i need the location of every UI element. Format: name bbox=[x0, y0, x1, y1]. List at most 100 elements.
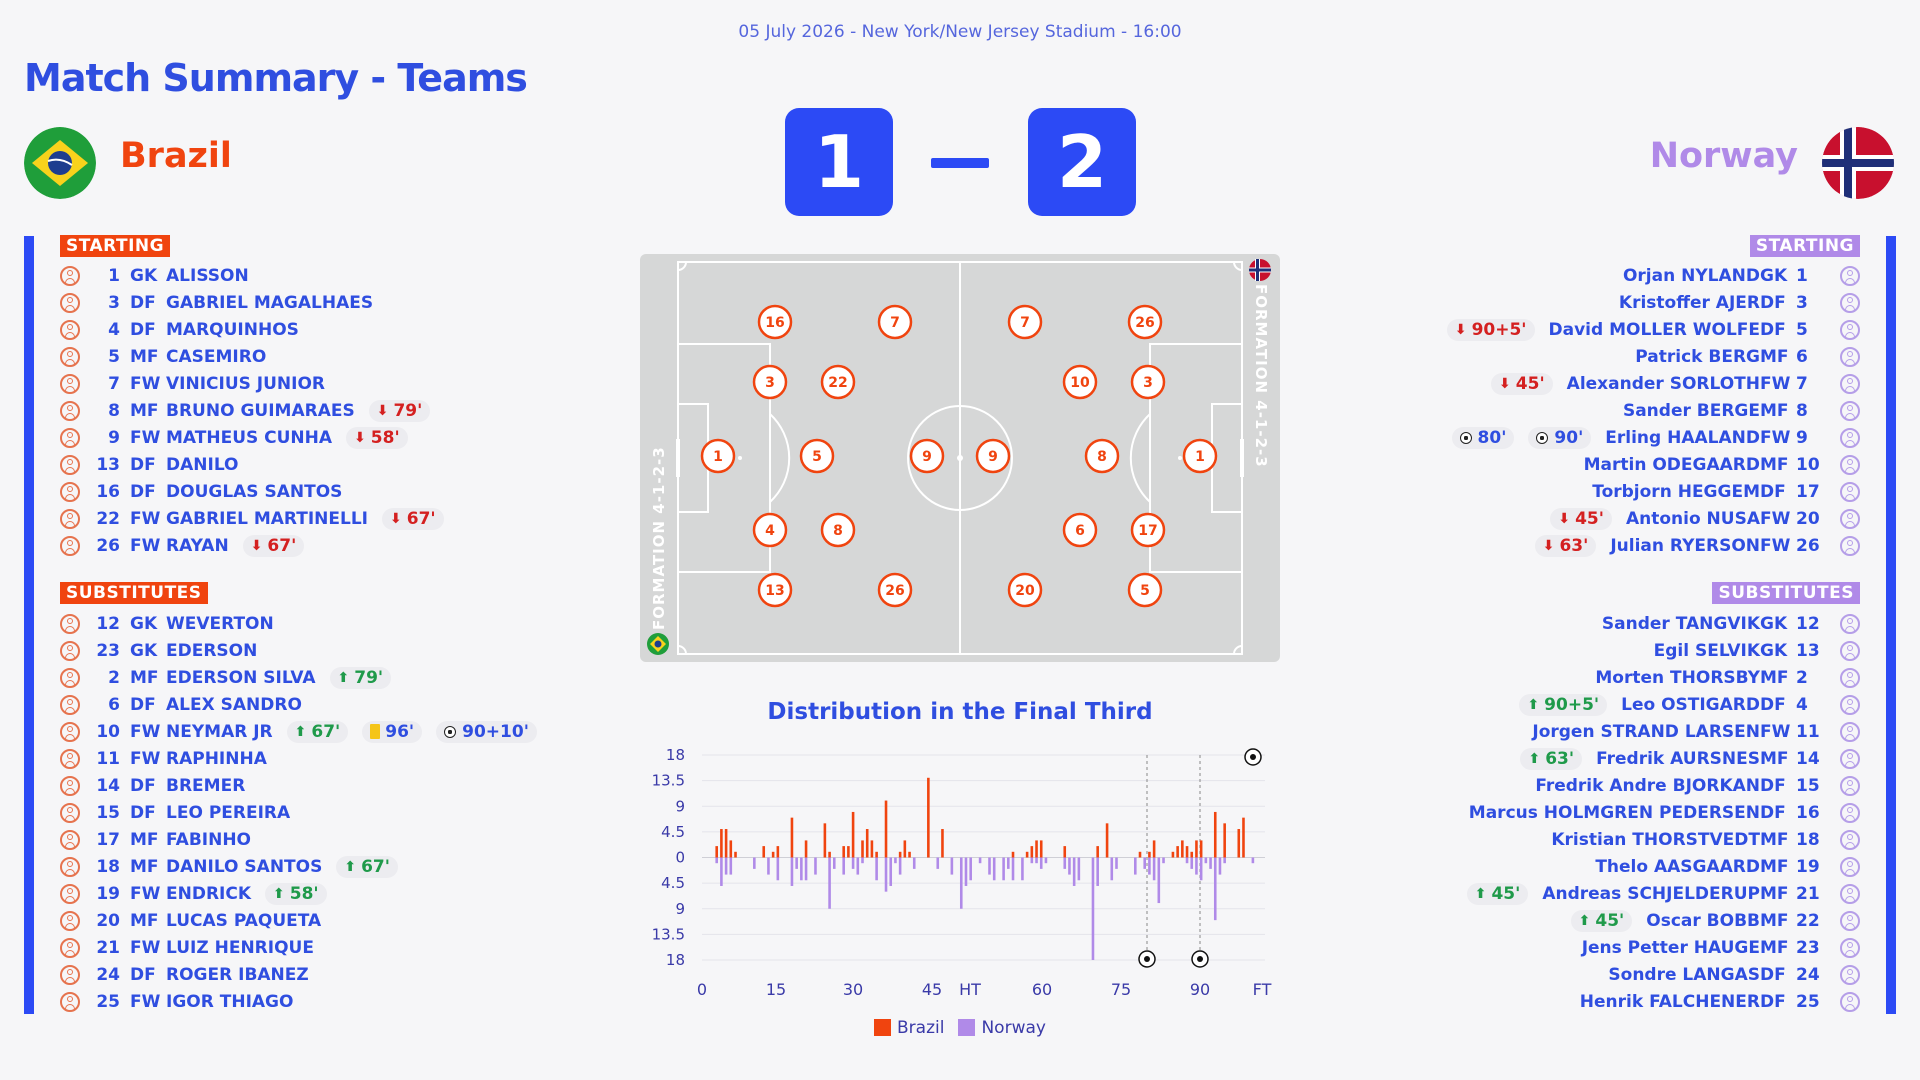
player-name: LUCAS PAQUETA bbox=[166, 910, 322, 931]
away-player-token: 5 bbox=[1127, 572, 1163, 608]
event-time: 79' bbox=[354, 667, 384, 688]
brazil-bar bbox=[1030, 846, 1034, 858]
player-position: FW bbox=[1760, 508, 1791, 529]
norway-bar bbox=[1063, 857, 1067, 869]
player-icon bbox=[60, 319, 80, 340]
norway-bar bbox=[1143, 857, 1147, 869]
player-row: ⬆ 90+5' Leo OSTIGARD DF 4 bbox=[1519, 691, 1860, 718]
brazil-bar bbox=[1035, 840, 1038, 858]
player-icon bbox=[1840, 346, 1860, 367]
player-icon bbox=[1840, 613, 1860, 634]
player-row: 22 FW GABRIEL MARTINELLI ⬇ 67' bbox=[60, 505, 444, 532]
brazil-bar bbox=[851, 811, 855, 858]
player-name: LEO PEREIRA bbox=[166, 802, 291, 823]
norway-bar bbox=[1185, 857, 1189, 864]
player-name: Andreas SCHJELDERUP bbox=[1542, 883, 1760, 904]
player-icon bbox=[1840, 964, 1860, 985]
norway-bar bbox=[1110, 857, 1114, 881]
away-player-token: 10 bbox=[1062, 364, 1098, 400]
player-row: 26 FW RAYAN ⬇ 67' bbox=[60, 532, 305, 559]
player-row: Kristoffer AJER DF 3 bbox=[1619, 289, 1860, 316]
player-number: 4 bbox=[1796, 694, 1808, 715]
player-name: IGOR THIAGO bbox=[166, 991, 294, 1012]
brazil-bar bbox=[903, 840, 907, 858]
norway-bar bbox=[1223, 857, 1226, 864]
player-name: David MOLLER WOLFE bbox=[1548, 319, 1761, 340]
home-player-token: 13 bbox=[757, 572, 793, 608]
event-badge-down: ⬇ 67' bbox=[242, 534, 305, 557]
player-row: Morten THORSBY MF 2 bbox=[1595, 664, 1860, 691]
player-icon bbox=[1840, 802, 1860, 823]
player-row: 17 MF FABINHO bbox=[60, 826, 251, 853]
event-badge-down: ⬇ 45' bbox=[1550, 507, 1612, 530]
player-position: GK bbox=[1760, 265, 1788, 286]
player-token-number: 26 bbox=[885, 583, 904, 599]
player-number: 25 bbox=[96, 991, 120, 1012]
player-number: 6 bbox=[1796, 346, 1808, 367]
norway-bar bbox=[1204, 857, 1208, 864]
player-number: 18 bbox=[96, 856, 120, 877]
player-position: DF bbox=[130, 964, 156, 985]
player-number: 17 bbox=[1796, 481, 1820, 502]
brazil-bar bbox=[842, 846, 845, 858]
player-name: Fredrik Andre BJORKAN bbox=[1535, 775, 1760, 796]
player-number: 19 bbox=[1796, 856, 1820, 877]
player-row: 7 FW VINICIUS JUNIOR bbox=[60, 370, 325, 397]
event-badge-goal: 80' bbox=[1451, 426, 1515, 449]
player-number: 25 bbox=[1796, 991, 1820, 1012]
player-icon bbox=[60, 829, 80, 850]
player-position: FW bbox=[1760, 373, 1791, 394]
player-number: 3 bbox=[108, 292, 120, 313]
player-name: Thelo AASGAARD bbox=[1595, 856, 1760, 877]
player-row: Jorgen STRAND LARSEN FW 11 bbox=[1532, 718, 1860, 745]
match-meta: 05 July 2026 - New York/New Jersey Stadi… bbox=[738, 22, 1182, 42]
event-time: 67' bbox=[311, 721, 341, 742]
player-name: Martin ODEGAARD bbox=[1583, 454, 1760, 475]
event-badge-down: ⬇ 45' bbox=[1491, 372, 1553, 395]
player-name: Sander TANGVIK bbox=[1601, 613, 1760, 634]
player-token-number: 16 bbox=[765, 315, 784, 331]
player-position: DF bbox=[130, 292, 156, 313]
norway-bar bbox=[950, 857, 954, 875]
event-time: 79' bbox=[393, 400, 423, 421]
home-subs-tag: SUBSTITUTES bbox=[60, 582, 208, 604]
away-player-token: 20 bbox=[1007, 572, 1043, 608]
player-number: 1 bbox=[1796, 265, 1808, 286]
player-row: 19 FW ENDRICK ⬆ 58' bbox=[60, 880, 327, 907]
event-time: 90+10' bbox=[462, 721, 529, 742]
player-number: 6 bbox=[108, 694, 120, 715]
norway-bar bbox=[1115, 857, 1118, 869]
norway-bar bbox=[1251, 857, 1255, 864]
player-icon bbox=[60, 775, 80, 796]
player-position: DF bbox=[130, 694, 156, 715]
player-position: GK bbox=[1760, 640, 1788, 661]
player-position: DF bbox=[130, 319, 156, 340]
event-badge-down: ⬇ 63' bbox=[1534, 534, 1597, 557]
home-player-token: 4 bbox=[752, 512, 788, 548]
event-badge-goal: 90' bbox=[1528, 426, 1592, 449]
player-number: 18 bbox=[1796, 829, 1820, 850]
away-player-token: 1 bbox=[1182, 438, 1218, 474]
player-icon bbox=[1840, 775, 1860, 796]
brazil-bar bbox=[776, 846, 780, 858]
player-row: Thelo AASGAARD MF 19 bbox=[1595, 853, 1860, 880]
player-number: 5 bbox=[108, 346, 120, 367]
player-number: 23 bbox=[1796, 937, 1820, 958]
player-icon bbox=[60, 964, 80, 985]
away-subs-tag: SUBSTITUTES bbox=[1712, 582, 1860, 604]
player-number: 14 bbox=[1796, 748, 1820, 769]
player-token-number: 22 bbox=[828, 375, 847, 391]
legend-label-norway: Norway bbox=[981, 1018, 1046, 1038]
norway-bar bbox=[1209, 857, 1212, 869]
brazil-bar bbox=[1011, 851, 1015, 858]
player-number: 13 bbox=[96, 454, 120, 475]
player-name: Leo OSTIGARD bbox=[1621, 694, 1760, 715]
away-team-name: Norway bbox=[1649, 136, 1798, 176]
player-token-number: 4 bbox=[765, 523, 775, 539]
away-player-token: 6 bbox=[1062, 512, 1098, 548]
norway-bar bbox=[1021, 857, 1024, 881]
event-time: 45' bbox=[1515, 373, 1545, 394]
player-position: FW bbox=[130, 883, 161, 904]
player-icon bbox=[60, 265, 80, 286]
player-name: GABRIEL MAGALHAES bbox=[166, 292, 374, 313]
